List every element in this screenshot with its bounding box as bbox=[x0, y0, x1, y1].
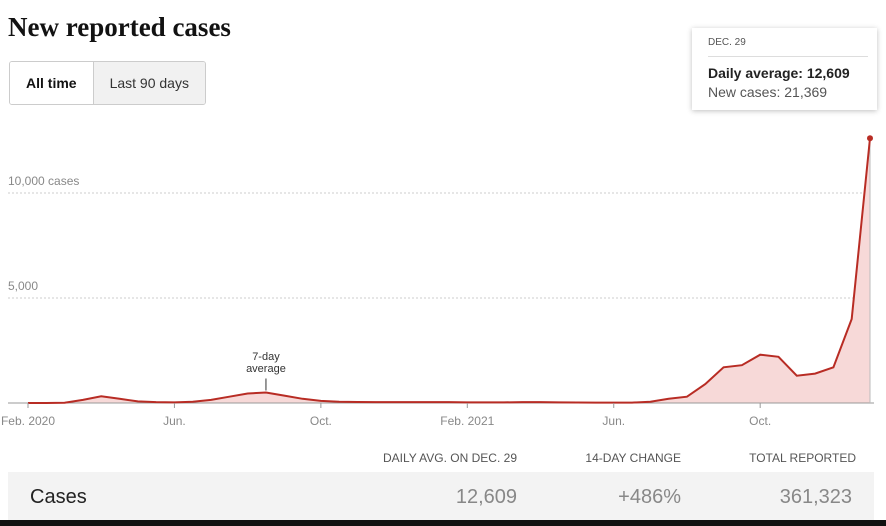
x-tick-label: Oct. bbox=[310, 414, 332, 428]
tooltip-date: DEC. 29 bbox=[708, 37, 868, 57]
table-cell: 12,609 bbox=[455, 486, 517, 508]
table-header: DAILY AVG. ON DEC. 29 bbox=[382, 451, 517, 465]
table-cell: +486% bbox=[618, 486, 681, 508]
x-tick-label: Jun. bbox=[163, 414, 186, 428]
toggle-button[interactable]: All time bbox=[10, 62, 93, 104]
toggle-button[interactable]: Last 90 days bbox=[92, 62, 205, 104]
chart-title: New reported cases bbox=[8, 12, 231, 42]
bottom-edge bbox=[0, 520, 886, 526]
y-tick-label: 5,000 bbox=[8, 279, 38, 293]
x-tick-label: Oct. bbox=[749, 414, 771, 428]
point bbox=[867, 135, 873, 142]
table-header: TOTAL REPORTED bbox=[749, 451, 856, 465]
y-tick-label: 10,000 cases bbox=[8, 174, 79, 188]
table-row bbox=[8, 472, 874, 520]
range-toggle: All time Last 90 days bbox=[9, 61, 206, 105]
x-tick-label: Feb. 2021 bbox=[440, 414, 494, 428]
x-tick-label: Feb. 2020 bbox=[1, 414, 55, 428]
tooltip-line: Daily average: 12,609 bbox=[708, 65, 850, 81]
area bbox=[28, 138, 870, 403]
row-label: Cases bbox=[30, 486, 87, 508]
line bbox=[28, 138, 871, 404]
tooltip: DEC. 29 Daily average: 12,609 New cases:… bbox=[692, 28, 877, 110]
table-header: 14-DAY CHANGE bbox=[585, 451, 681, 465]
tooltip-line: New cases: 21,369 bbox=[708, 84, 828, 100]
x-tick-label: Jun. bbox=[602, 414, 625, 428]
annotation: 7-day average bbox=[246, 350, 286, 375]
table-cell: 361,323 bbox=[779, 486, 852, 508]
